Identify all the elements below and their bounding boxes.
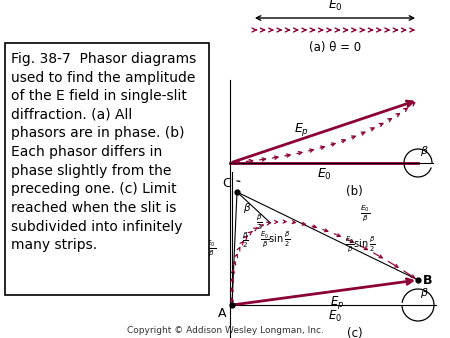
Text: $E_p$: $E_p$ [294,121,309,138]
Text: (b): (b) [346,185,362,198]
Text: $\beta$: $\beta$ [420,144,429,158]
Text: $E_0$: $E_0$ [328,309,342,324]
Text: $\beta$: $\beta$ [420,286,429,300]
Text: $\frac{\beta}{2}$: $\frac{\beta}{2}$ [242,230,249,250]
Text: (a) θ = 0: (a) θ = 0 [309,41,361,54]
Text: C: C [222,177,231,190]
Text: Copyright © Addison Wesley Longman, Inc.: Copyright © Addison Wesley Longman, Inc. [126,326,324,335]
Text: $E_p$: $E_p$ [330,294,344,311]
Text: $\frac{\beta}{2}$: $\frac{\beta}{2}$ [256,212,262,232]
Text: $\frac{E_0}{\beta}$: $\frac{E_0}{\beta}$ [360,204,370,224]
Text: $\beta$: $\beta$ [243,201,251,215]
FancyBboxPatch shape [5,43,209,295]
Text: Fig. 38-7  Phasor diagrams
used to find the amplitude
of the E field in single-s: Fig. 38-7 Phasor diagrams used to find t… [11,52,196,252]
Text: $E_0$: $E_0$ [316,167,332,182]
Text: A: A [217,307,226,320]
Text: $\frac{E_0}{\beta}\sin\frac{\beta}{2}$: $\frac{E_0}{\beta}\sin\frac{\beta}{2}$ [345,235,376,255]
Text: (c): (c) [347,327,363,338]
Text: $\frac{E_0}{\beta}\sin\frac{\beta}{2}$: $\frac{E_0}{\beta}\sin\frac{\beta}{2}$ [260,230,291,250]
Text: $E_0$: $E_0$ [328,0,342,13]
Text: B: B [423,273,432,287]
Text: $\frac{E_0}{\beta}$: $\frac{E_0}{\beta}$ [206,238,216,259]
